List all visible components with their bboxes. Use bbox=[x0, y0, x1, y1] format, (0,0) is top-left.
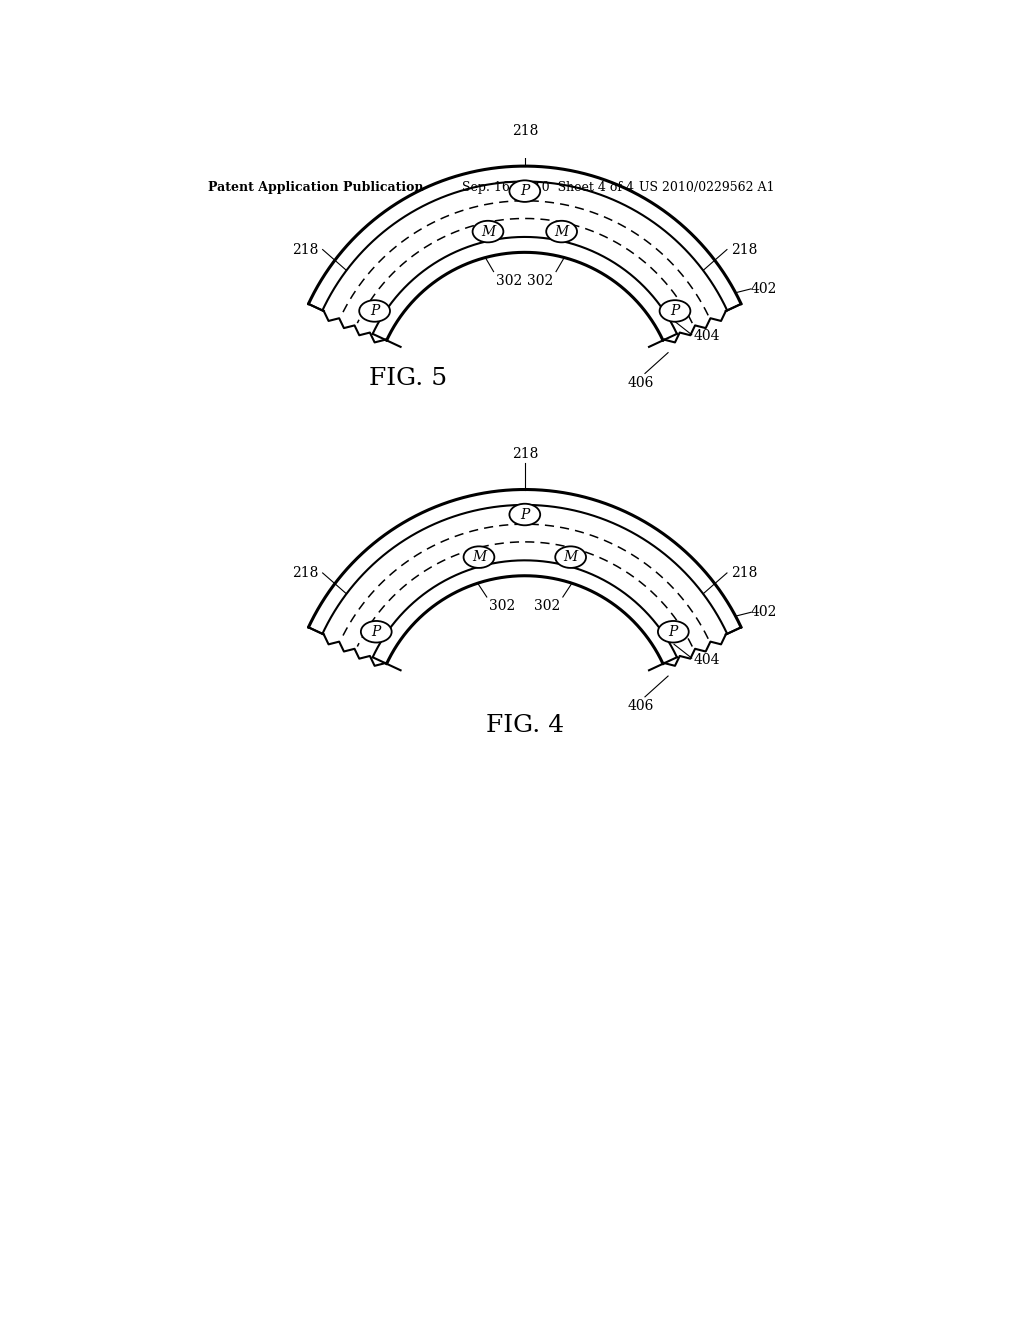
Text: 302: 302 bbox=[489, 599, 515, 614]
Text: 218: 218 bbox=[512, 124, 538, 137]
Text: 218: 218 bbox=[731, 566, 757, 579]
Text: FIG. 4: FIG. 4 bbox=[485, 714, 564, 737]
Text: 404: 404 bbox=[693, 329, 720, 343]
Text: US 2010/0229562 A1: US 2010/0229562 A1 bbox=[639, 181, 774, 194]
Text: 402: 402 bbox=[751, 282, 777, 296]
Text: 218: 218 bbox=[512, 447, 538, 461]
Text: 402: 402 bbox=[751, 606, 777, 619]
Text: M: M bbox=[555, 224, 568, 239]
Text: M: M bbox=[563, 550, 578, 564]
Text: 406: 406 bbox=[628, 700, 654, 713]
Text: 302: 302 bbox=[496, 273, 522, 288]
Text: 302: 302 bbox=[535, 599, 560, 614]
Ellipse shape bbox=[659, 300, 690, 322]
Ellipse shape bbox=[464, 546, 495, 568]
Text: Patent Application Publication: Patent Application Publication bbox=[208, 181, 423, 194]
Ellipse shape bbox=[555, 546, 586, 568]
Text: 218: 218 bbox=[293, 566, 318, 579]
Ellipse shape bbox=[658, 620, 689, 643]
Ellipse shape bbox=[509, 504, 541, 525]
Text: P: P bbox=[372, 624, 381, 639]
Ellipse shape bbox=[473, 220, 504, 243]
Ellipse shape bbox=[509, 181, 541, 202]
Text: P: P bbox=[520, 507, 529, 521]
Text: P: P bbox=[669, 624, 678, 639]
Ellipse shape bbox=[359, 300, 390, 322]
Text: 302: 302 bbox=[527, 273, 554, 288]
Text: M: M bbox=[472, 550, 486, 564]
Ellipse shape bbox=[360, 620, 391, 643]
Text: P: P bbox=[370, 304, 379, 318]
Ellipse shape bbox=[546, 220, 577, 243]
Text: 404: 404 bbox=[693, 652, 720, 667]
Text: 218: 218 bbox=[731, 243, 757, 256]
Text: 218: 218 bbox=[293, 243, 318, 256]
Text: P: P bbox=[671, 304, 680, 318]
Text: Sep. 16, 2010  Sheet 4 of 4: Sep. 16, 2010 Sheet 4 of 4 bbox=[462, 181, 634, 194]
Text: FIG. 5: FIG. 5 bbox=[369, 367, 446, 391]
Text: M: M bbox=[481, 224, 495, 239]
Text: P: P bbox=[520, 183, 529, 198]
Text: 406: 406 bbox=[628, 376, 654, 389]
